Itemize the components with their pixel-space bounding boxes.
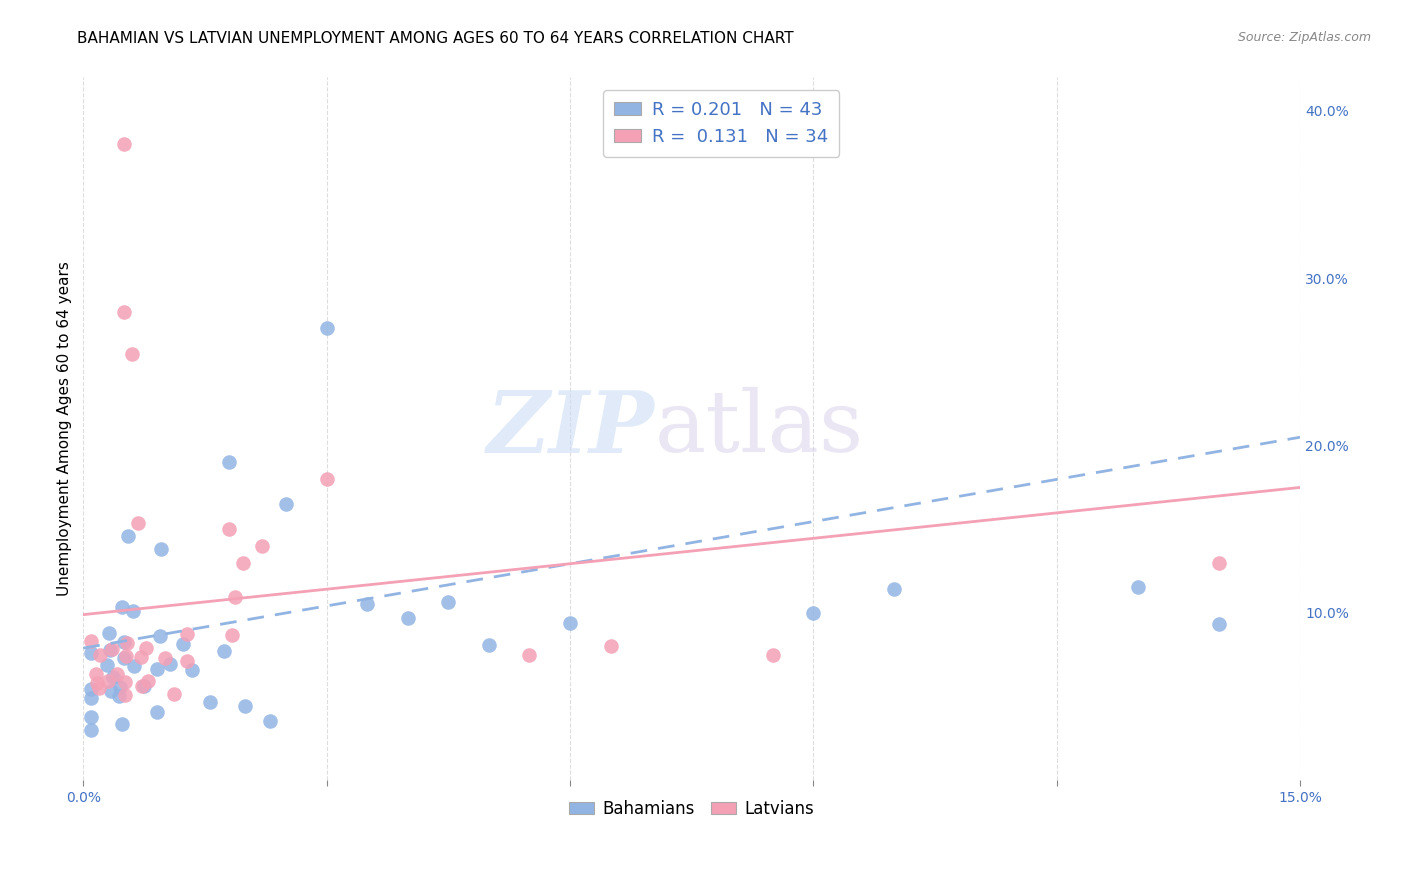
Point <box>80 647 103 661</box>
Point <box>250 539 273 553</box>
Point <box>129 650 152 665</box>
Point <box>198 695 221 709</box>
Text: atlas: atlas <box>655 387 865 470</box>
Point <box>519 648 541 662</box>
Point <box>80 710 103 724</box>
Point <box>396 611 419 625</box>
Point <box>114 689 136 703</box>
Point <box>224 590 246 604</box>
Point <box>134 679 156 693</box>
Point <box>100 684 122 698</box>
Point <box>136 674 159 689</box>
Point <box>86 676 108 690</box>
Point <box>146 662 169 676</box>
Point <box>98 625 121 640</box>
Point <box>114 648 136 663</box>
Point <box>172 637 194 651</box>
Point <box>1208 556 1230 570</box>
Point <box>80 682 103 697</box>
Point <box>111 600 134 615</box>
Point <box>131 679 153 693</box>
Point <box>115 636 138 650</box>
Point <box>108 680 131 694</box>
Point <box>110 716 132 731</box>
Legend: Bahamians, Latvians: Bahamians, Latvians <box>562 793 821 825</box>
Text: Source: ZipAtlas.com: Source: ZipAtlas.com <box>1237 31 1371 45</box>
Point <box>437 595 460 609</box>
Point <box>259 714 281 728</box>
Point <box>232 556 254 570</box>
Text: ZIP: ZIP <box>488 387 655 471</box>
Point <box>801 606 824 620</box>
Point <box>105 667 128 681</box>
Point <box>103 670 125 684</box>
Point <box>176 627 198 641</box>
Point <box>1208 617 1230 632</box>
Point <box>176 654 198 668</box>
Point <box>80 634 103 648</box>
Point <box>153 651 176 665</box>
Point <box>127 516 149 531</box>
Point <box>762 648 785 662</box>
Point <box>145 705 167 719</box>
Point <box>80 723 103 737</box>
Point <box>315 472 337 486</box>
Point <box>135 640 157 655</box>
Point <box>112 304 135 318</box>
Point <box>121 346 143 360</box>
Point <box>101 642 124 657</box>
Point <box>159 657 181 672</box>
Point <box>1126 580 1149 594</box>
Y-axis label: Unemployment Among Ages 60 to 64 years: Unemployment Among Ages 60 to 64 years <box>58 261 72 597</box>
Point <box>112 137 135 152</box>
Point <box>80 691 103 706</box>
Point <box>122 604 145 618</box>
Point <box>117 529 139 543</box>
Point <box>149 629 172 643</box>
Point <box>274 497 297 511</box>
Point <box>112 650 135 665</box>
Point <box>114 674 136 689</box>
Point <box>180 663 202 677</box>
Point <box>221 627 243 641</box>
Point <box>599 640 621 654</box>
Point <box>315 321 337 335</box>
Point <box>108 689 131 703</box>
Point <box>89 648 111 662</box>
Point <box>87 681 110 695</box>
Point <box>233 698 256 713</box>
Point <box>97 673 120 688</box>
Point <box>558 615 581 630</box>
Point <box>883 582 905 597</box>
Point <box>84 666 107 681</box>
Point <box>212 644 235 658</box>
Point <box>218 455 240 469</box>
Point <box>122 659 145 673</box>
Point <box>163 688 186 702</box>
Point <box>478 638 501 652</box>
Point <box>150 541 173 556</box>
Text: BAHAMIAN VS LATVIAN UNEMPLOYMENT AMONG AGES 60 TO 64 YEARS CORRELATION CHART: BAHAMIAN VS LATVIAN UNEMPLOYMENT AMONG A… <box>77 31 794 46</box>
Point <box>218 522 240 536</box>
Point <box>112 634 135 648</box>
Point <box>356 597 378 611</box>
Point <box>98 642 121 657</box>
Point <box>96 658 118 673</box>
